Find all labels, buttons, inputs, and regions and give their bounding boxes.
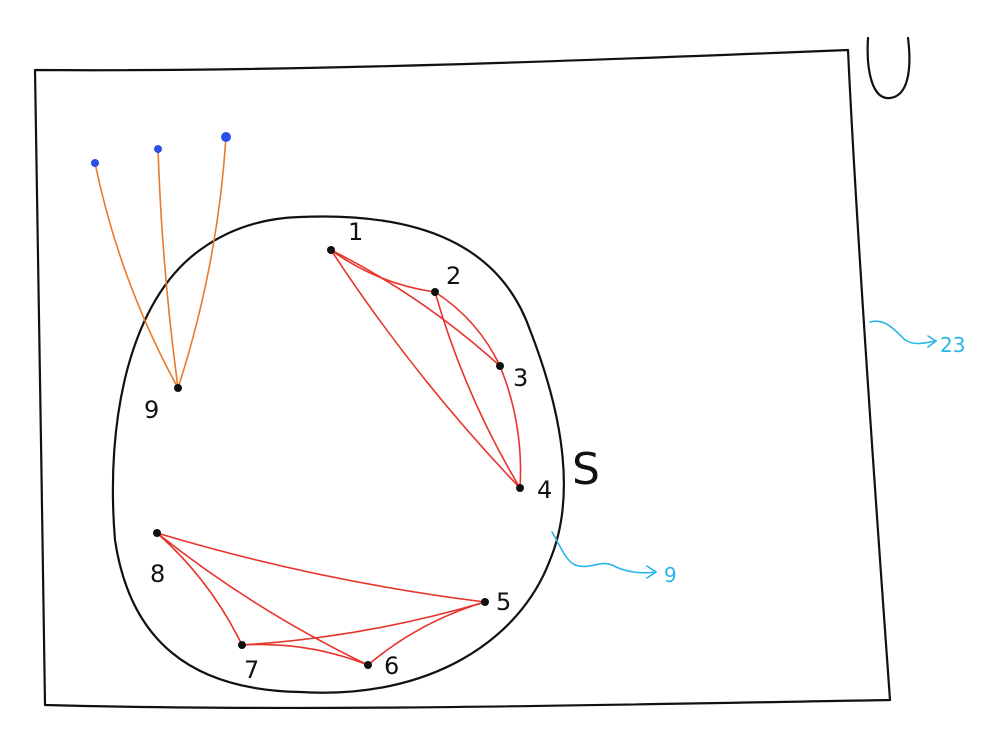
- node-6: [364, 661, 372, 669]
- node-8: [153, 529, 161, 537]
- edge-1-4: [330, 249, 521, 489]
- node-5: [481, 598, 489, 606]
- node-label-2: 2: [446, 262, 461, 290]
- external-node-2: [154, 145, 162, 153]
- node-label-8: 8: [150, 560, 165, 588]
- edge-7-6: [241, 643, 369, 666]
- edge-5-7: [241, 601, 486, 646]
- universe-label-glyph: [866, 36, 911, 100]
- nodes-group: 1 2 3 4 5 6 7 8 9: [144, 218, 552, 684]
- subset-label: S: [572, 444, 600, 495]
- node-label-5: 5: [496, 588, 511, 616]
- edge-3-4: [499, 365, 522, 489]
- edge-2-4: [434, 291, 521, 489]
- subset-count-arrow: [551, 531, 658, 579]
- edge-8-5: [156, 532, 486, 603]
- edge-1-3: [330, 249, 501, 367]
- node-label-6: 6: [384, 652, 399, 680]
- external-edge-2: [157, 148, 179, 389]
- node-label-3: 3: [513, 364, 528, 392]
- node-1: [327, 246, 335, 254]
- edges-group: [156, 249, 522, 666]
- edge-8-7: [156, 532, 243, 646]
- node-9: [174, 384, 182, 392]
- external-edge-1: [94, 162, 179, 389]
- universe-count-arrow: [869, 320, 938, 348]
- external-edges-group: [91, 132, 231, 389]
- edge-8-6: [156, 532, 369, 666]
- universe-count-label: 23: [940, 333, 965, 357]
- subset-circle: [111, 215, 565, 694]
- node-7: [238, 641, 246, 649]
- node-label-9: 9: [144, 396, 159, 424]
- universe-rectangle: [33, 48, 892, 710]
- edge-5-6: [367, 601, 486, 666]
- node-2: [431, 288, 439, 296]
- node-4: [516, 484, 524, 492]
- edge-1-2: [330, 249, 436, 293]
- node-label-7: 7: [244, 656, 259, 684]
- subset-count-label: 9: [664, 563, 677, 587]
- node-label-1: 1: [348, 218, 363, 246]
- external-edge-3: [177, 136, 227, 389]
- node-label-4: 4: [537, 476, 552, 504]
- edge-2-3: [434, 291, 501, 367]
- external-node-1: [91, 159, 99, 167]
- node-3: [496, 362, 504, 370]
- external-node-3: [221, 132, 231, 142]
